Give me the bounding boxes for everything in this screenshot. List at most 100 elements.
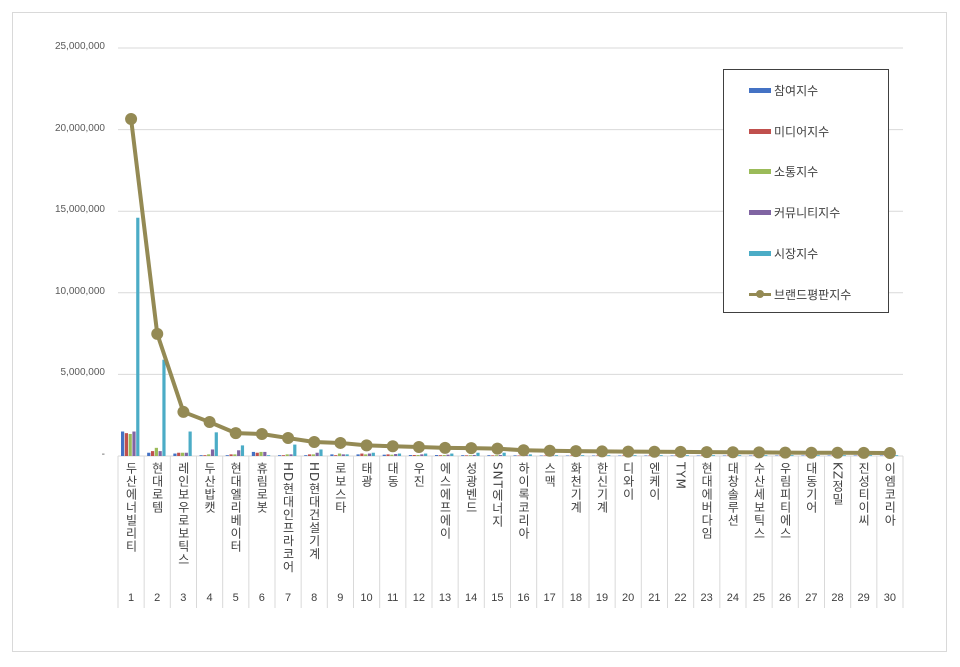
bar-1-9 — [334, 455, 338, 456]
bar-2-5 — [233, 454, 237, 456]
bar-4-24 — [738, 455, 742, 456]
company-name: 화천기계 — [568, 462, 583, 514]
bar-0-16 — [513, 455, 517, 456]
rank-number: 17 — [543, 592, 556, 604]
rank-number: 20 — [622, 592, 635, 604]
brand-reputation-point-16 — [517, 444, 530, 457]
bar-2-7 — [285, 454, 289, 456]
brand-reputation-point-8 — [308, 435, 321, 448]
category-label: 우진 12 — [406, 462, 432, 604]
category-label: 하이록코리아 16 — [511, 462, 537, 604]
brand-reputation-point-1 — [125, 112, 138, 125]
company-name: TYM — [673, 462, 688, 491]
bar-1-14 — [464, 455, 469, 456]
bar-4-25 — [764, 455, 768, 456]
bar-2-6 — [259, 451, 263, 456]
bar-4-11 — [397, 453, 402, 456]
bar-4-2 — [162, 359, 166, 456]
legend-label: 참여지수 — [774, 84, 819, 98]
brand-reputation-point-19 — [596, 445, 609, 458]
category-label: 엔케이 21 — [641, 462, 667, 604]
bar-0-13 — [435, 455, 439, 456]
bar-0-8 — [304, 455, 308, 456]
legend-item-participation: 참여지수 — [749, 82, 818, 99]
category-label: TYM 22 — [668, 462, 694, 604]
brand-reputation-point-9 — [334, 436, 347, 449]
bar-4-4 — [214, 432, 218, 456]
bar-4-16 — [528, 454, 532, 456]
legend-swatch — [749, 129, 771, 134]
rank-number: 3 — [180, 592, 187, 604]
company-name: 엔케이 — [647, 462, 662, 501]
brand-reputation-point-17 — [543, 444, 556, 457]
rank-number: 8 — [311, 592, 318, 604]
company-name: HD현대건설기계 — [307, 462, 322, 561]
rank-number: 23 — [700, 592, 713, 604]
y-tick-label: 5,000,000 — [60, 367, 106, 379]
bar-1-13 — [438, 455, 442, 456]
y-tick-label: 20,000,000 — [54, 122, 105, 134]
rank-number: 30 — [883, 592, 896, 604]
bar-4-17 — [554, 455, 559, 456]
bar-1-1 — [124, 433, 128, 456]
bar-0-2 — [147, 452, 151, 456]
company-name: 로보스타 — [333, 462, 348, 514]
bar-2-14 — [468, 455, 472, 456]
rank-number: 9 — [337, 592, 344, 604]
category-label: HD현대인프라코어 7 — [275, 462, 301, 604]
brand-reputation-point-15 — [491, 442, 504, 455]
category-label: 두산에너빌리티 1 — [118, 462, 144, 604]
bar-0-11 — [382, 454, 386, 456]
bar-2-15 — [494, 455, 499, 456]
category-label: 휴림로봇 6 — [249, 462, 275, 604]
category-label: 에스에프에이 13 — [432, 462, 458, 604]
category-label: 우림피티에스 26 — [772, 462, 798, 604]
bar-1-6 — [255, 452, 259, 456]
rank-number: 19 — [595, 592, 609, 604]
rank-number: 10 — [360, 592, 373, 604]
bar-1-7 — [281, 455, 285, 456]
company-name: 스맥 — [542, 462, 557, 488]
rank-number: 25 — [752, 592, 766, 604]
rank-number: 12 — [412, 592, 425, 604]
legend-label: 소통지수 — [774, 165, 819, 179]
company-name: 현대에버다임 — [699, 462, 714, 540]
bar-4-10 — [371, 452, 375, 456]
bar-3-7 — [289, 454, 293, 456]
legend-swatch — [749, 210, 771, 215]
bar-3-1 — [132, 431, 136, 456]
bar-1-2 — [150, 451, 155, 456]
category-label: 레인보우로보틱스 3 — [170, 462, 196, 604]
category-label: 현대로템 2 — [144, 462, 170, 604]
legend-item-brand-reputation: 브랜드평판지수 — [749, 286, 851, 303]
bar-4-14 — [476, 452, 480, 456]
bar-3-13 — [446, 454, 450, 456]
legend-label: 미디어지수 — [774, 125, 830, 139]
bar-2-10 — [364, 454, 368, 456]
bar-2-11 — [390, 454, 394, 456]
brand-reputation-point-18 — [569, 445, 582, 458]
rank-number: 18 — [569, 592, 582, 604]
bar-3-3 — [184, 452, 188, 456]
category-label: SNT에너지 15 — [484, 462, 510, 604]
bar-2-8 — [311, 454, 315, 456]
rank-number: 13 — [438, 592, 452, 604]
company-name: 수산세보틱스 — [752, 462, 766, 540]
brand-reputation-point-14 — [465, 442, 478, 455]
category-label: 현대엘리베이터 5 — [223, 462, 249, 604]
company-name: 우진 — [411, 462, 426, 488]
brand-reputation-point-28 — [831, 446, 844, 459]
brand-reputation-point-25 — [753, 446, 766, 459]
company-name: 대동 — [385, 462, 400, 488]
company-name: HD현대인프라코어 — [281, 462, 295, 574]
bar-3-14 — [472, 455, 476, 456]
brand-reputation-point-29 — [857, 446, 870, 459]
brand-reputation-point-4 — [203, 416, 216, 429]
y-tick-label: 25,000,000 — [54, 41, 105, 52]
rank-number: 22 — [674, 592, 687, 604]
bar-4-21 — [659, 455, 663, 456]
bar-0-3 — [173, 453, 177, 456]
y-tick-label: 10,000,000 — [54, 285, 105, 297]
legend-item-community: 커뮤니티지수 — [749, 204, 840, 221]
brand-reputation-point-6 — [255, 427, 268, 440]
